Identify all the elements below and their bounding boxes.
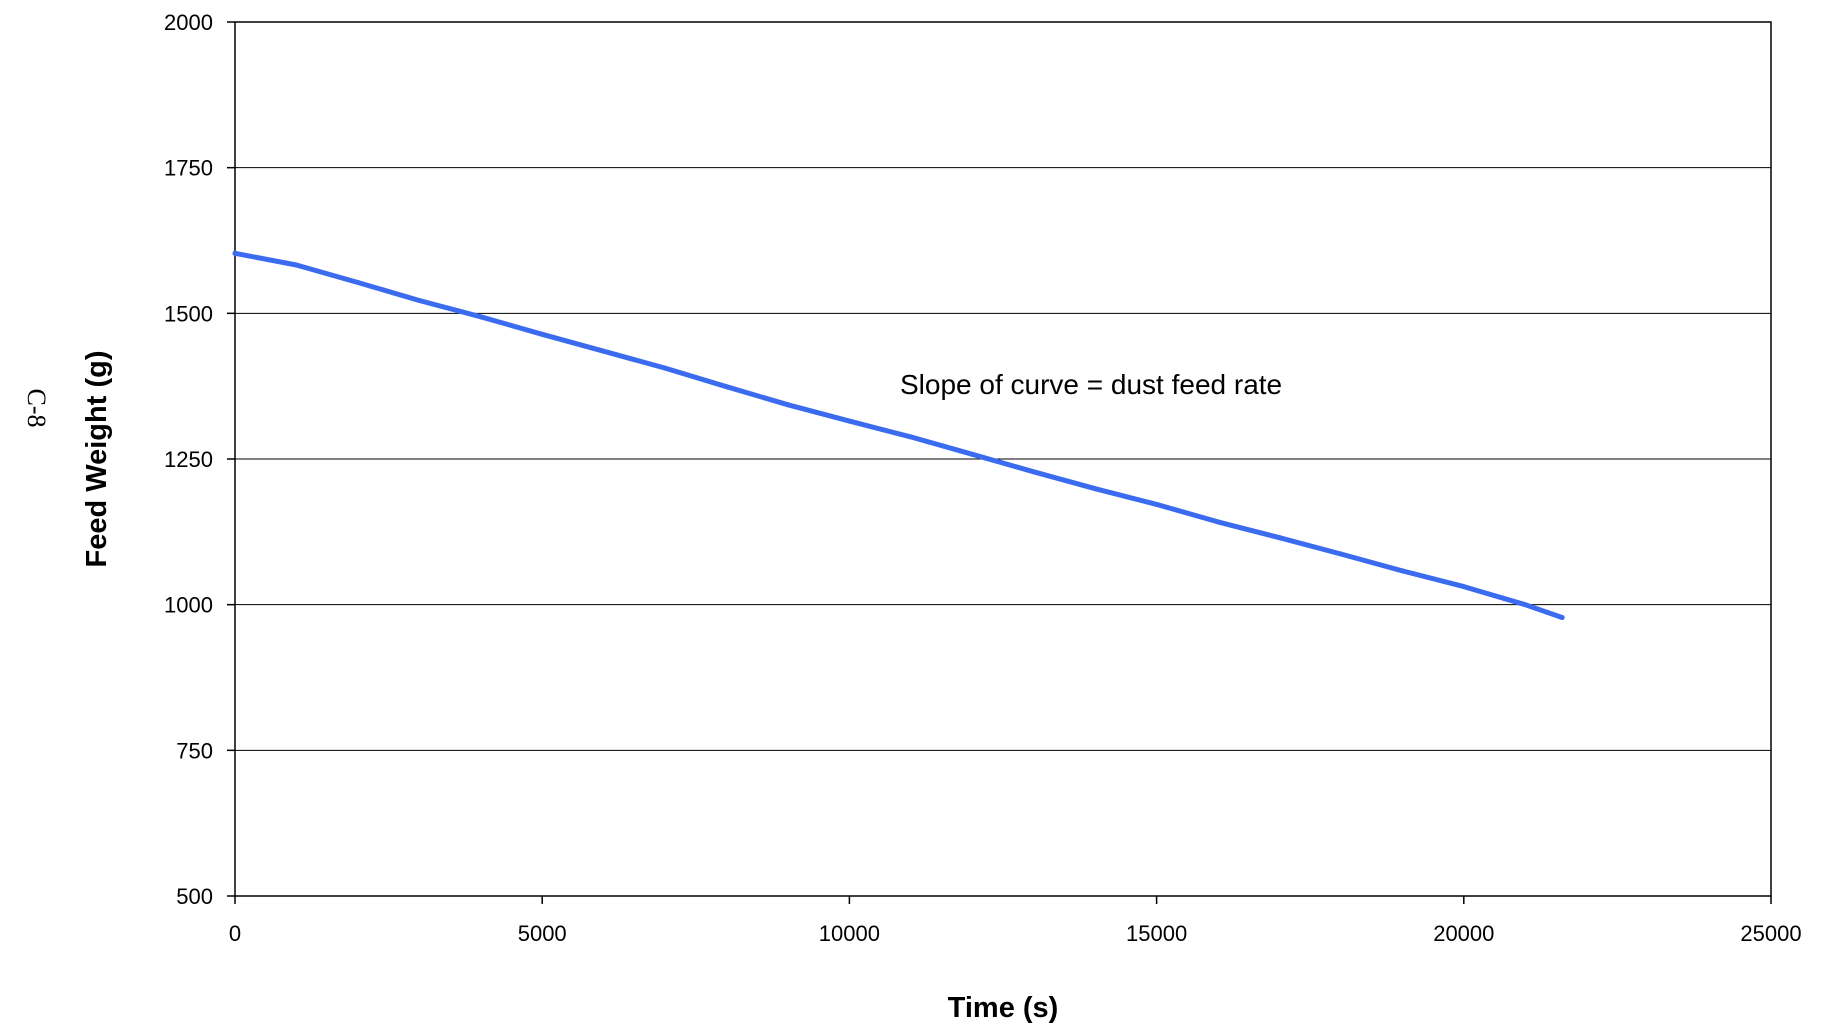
- data-point: [478, 314, 484, 320]
- y-tick-label: 1750: [164, 156, 213, 181]
- data-point: [1154, 501, 1160, 507]
- data-point: [1276, 535, 1282, 541]
- data-point: [1215, 519, 1221, 525]
- data-point: [908, 434, 914, 440]
- x-tick-label: 25000: [1740, 921, 1801, 946]
- page-number-label: C-8: [22, 388, 51, 428]
- slope-annotation: Slope of curve = dust feed rate: [900, 369, 1282, 400]
- y-tick-label: 1000: [164, 593, 213, 618]
- data-point: [969, 451, 975, 457]
- data-point: [293, 262, 299, 268]
- x-tick-label: 10000: [819, 921, 880, 946]
- y-axis-title: Feed Weight (g): [81, 351, 113, 568]
- y-tick-label: 1500: [164, 301, 213, 326]
- y-tick-label: 1250: [164, 447, 213, 472]
- data-point: [724, 384, 730, 390]
- y-tick-label: 500: [176, 884, 213, 909]
- data-point: [1399, 568, 1405, 574]
- data-point: [1559, 614, 1565, 620]
- data-point: [232, 250, 238, 256]
- data-point: [846, 418, 852, 424]
- x-tick-label: 15000: [1126, 921, 1187, 946]
- data-point: [1092, 486, 1098, 492]
- x-tick-label: 0: [229, 921, 241, 946]
- data-point: [355, 279, 361, 285]
- data-point: [601, 348, 607, 354]
- x-tick-label: 20000: [1433, 921, 1494, 946]
- series-line: [232, 250, 1565, 620]
- data-point: [1031, 469, 1037, 475]
- x-tick-label: 5000: [518, 921, 567, 946]
- y-tick-label: 750: [176, 738, 213, 763]
- x-axis-title: Time (s): [948, 992, 1059, 1024]
- data-point: [539, 331, 545, 337]
- data-point: [416, 298, 422, 304]
- series-layer: [232, 250, 1565, 620]
- y-tick-label: 2000: [164, 10, 213, 35]
- data-point: [785, 402, 791, 408]
- data-point: [1338, 551, 1344, 557]
- data-point: [662, 365, 668, 371]
- gridlines: [235, 167, 1771, 751]
- data-point: [1461, 584, 1467, 590]
- data-point: [1522, 602, 1528, 608]
